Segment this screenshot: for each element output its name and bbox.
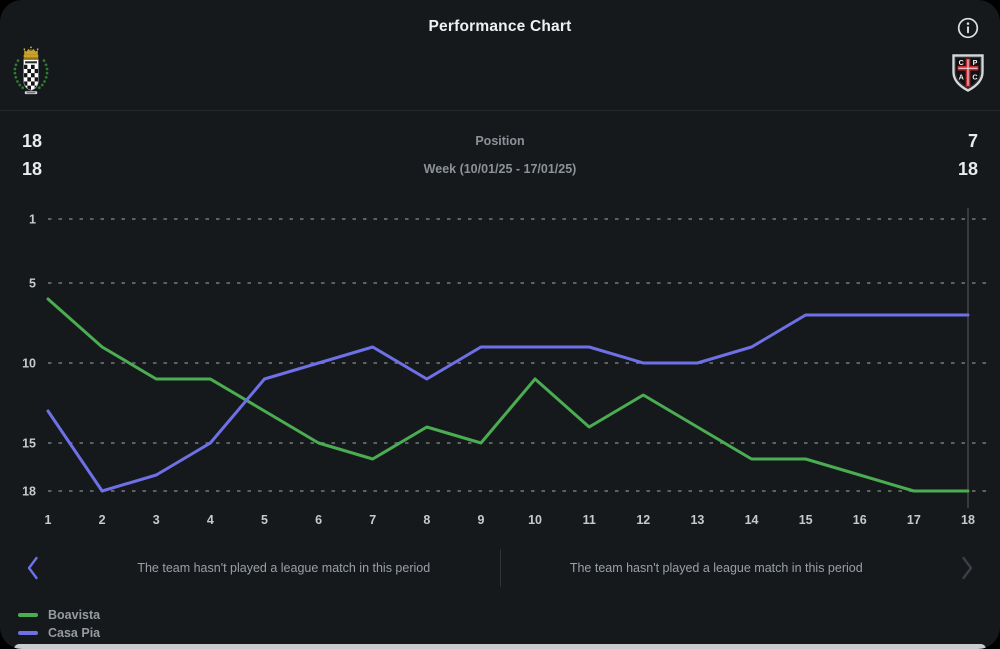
svg-text:C: C — [972, 73, 977, 82]
legend-label-home: Boavista — [48, 608, 101, 622]
home-position-value: 18 — [22, 131, 43, 151]
svg-text:2: 2 — [99, 513, 106, 527]
svg-text:11: 11 — [583, 513, 596, 527]
home-line-swatch — [18, 613, 38, 617]
chevron-right-icon — [962, 556, 973, 580]
svg-text:15: 15 — [799, 513, 813, 527]
legend-label-away: Casa Pia — [48, 626, 101, 640]
svg-text:4: 4 — [207, 513, 214, 527]
legend-item-home: Boavista — [18, 606, 100, 624]
svg-text:10: 10 — [528, 513, 542, 527]
svg-text:12: 12 — [636, 513, 650, 527]
svg-text:A: A — [959, 73, 964, 82]
svg-text:16: 16 — [853, 513, 867, 527]
position-label: Position — [475, 134, 525, 148]
svg-text:10: 10 — [22, 357, 36, 371]
svg-text:1: 1 — [29, 213, 36, 227]
svg-text:17: 17 — [907, 513, 921, 527]
next-card-edge — [14, 644, 986, 649]
info-icon-glyph — [957, 17, 979, 39]
no-match-message-away: The team hasn't played a league match in… — [569, 561, 863, 575]
svg-text:15: 15 — [22, 437, 36, 451]
week-pager: The team hasn't played a league match in… — [0, 544, 1000, 592]
svg-text:14: 14 — [745, 513, 759, 527]
svg-text:8: 8 — [423, 513, 430, 527]
away-position-value: 7 — [967, 131, 978, 151]
svg-text:18: 18 — [961, 513, 975, 527]
next-week-button[interactable] — [932, 544, 1000, 592]
svg-text:18: 18 — [22, 485, 36, 499]
svg-text:5: 5 — [261, 513, 268, 527]
svg-text:9: 9 — [477, 513, 484, 527]
home-team-logo-boavista — [10, 45, 52, 100]
svg-text:1: 1 — [45, 513, 52, 527]
svg-text:13: 13 — [690, 513, 704, 527]
chevron-left-icon — [27, 556, 38, 580]
header-divider — [0, 110, 1000, 111]
chart-legend: Boavista Casa Pia — [18, 606, 100, 642]
svg-text:3: 3 — [153, 513, 160, 527]
svg-text:7: 7 — [369, 513, 376, 527]
boavista-crest-icon — [13, 46, 49, 95]
svg-text:5: 5 — [29, 277, 36, 291]
week-range-label: Week (10/01/25 - 17/01/25) — [423, 162, 577, 176]
svg-text:P: P — [973, 58, 978, 67]
away-team-logo-casa-pia: C P A C — [951, 53, 985, 98]
prev-week-button[interactable] — [0, 544, 68, 592]
svg-text:C: C — [959, 58, 964, 67]
svg-text:6: 6 — [315, 513, 322, 527]
no-match-message-home: The team hasn't played a league match in… — [137, 561, 431, 575]
away-week-value: 18 — [957, 159, 978, 179]
page-title: Performance Chart — [428, 18, 572, 35]
casa-pia-crest-icon: C P A C — [952, 54, 984, 92]
away-line-swatch — [18, 631, 38, 635]
info-icon[interactable] — [956, 16, 980, 40]
home-week-value: 18 — [22, 159, 43, 179]
legend-item-away: Casa Pia — [18, 624, 100, 642]
message-divider — [499, 549, 501, 587]
